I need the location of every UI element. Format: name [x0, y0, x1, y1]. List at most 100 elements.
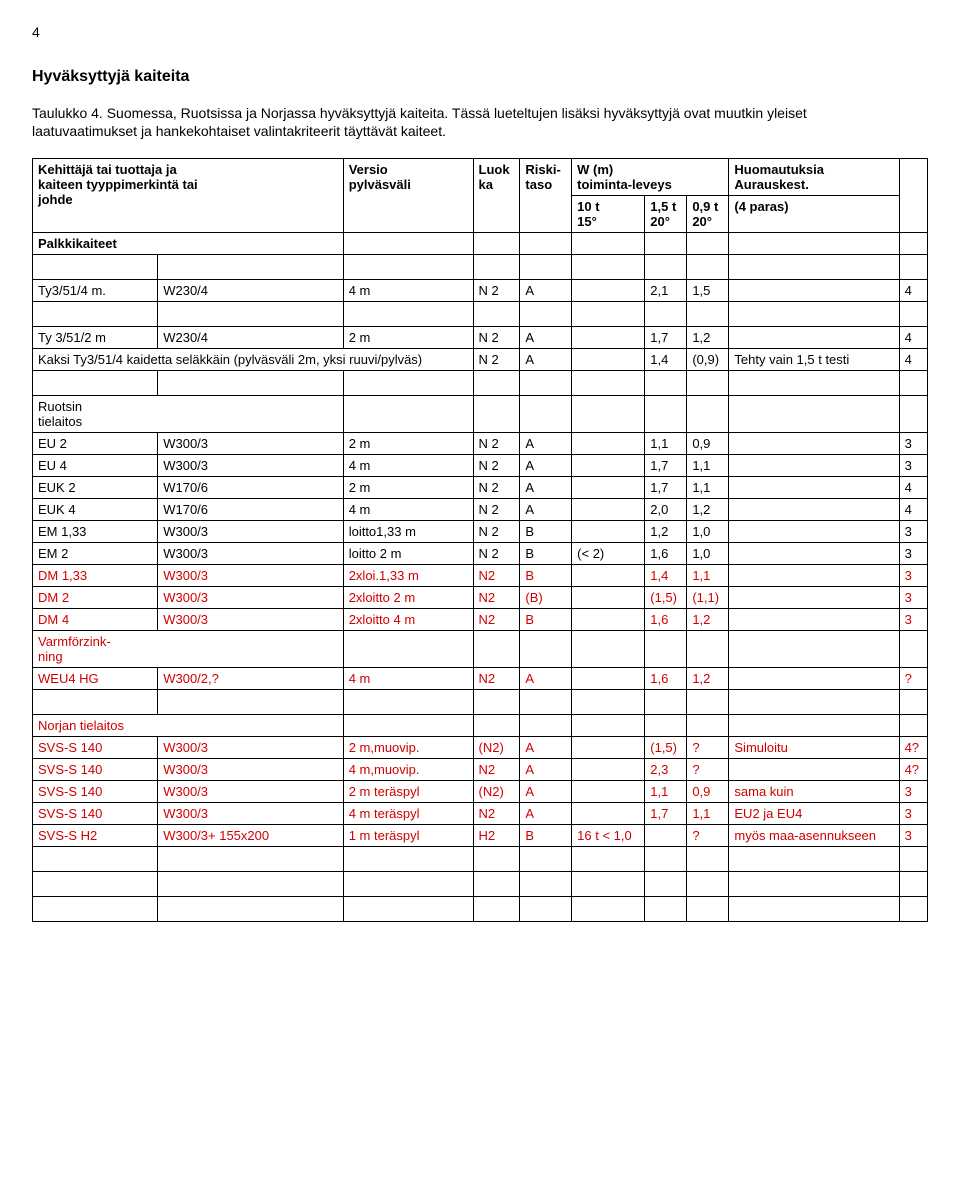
table-cell	[645, 847, 687, 872]
page-number: 4	[32, 24, 928, 40]
table-cell	[729, 668, 899, 690]
table-cell	[899, 872, 927, 897]
table-cell: N 2	[473, 280, 520, 302]
table-cell	[572, 302, 645, 327]
table-cell: (1,5)	[645, 737, 687, 759]
table-cell	[473, 872, 520, 897]
table-cell	[158, 872, 343, 897]
table-cell: EU2 ja EU4	[729, 803, 899, 825]
table-cell: W300/3	[158, 737, 343, 759]
table-row: EM 1,33W300/3loitto1,33 mN 2B1,21,03	[33, 521, 928, 543]
table-cell	[572, 587, 645, 609]
table-cell: B	[520, 609, 572, 631]
table-cell	[572, 349, 645, 371]
table-cell	[343, 396, 473, 433]
table-cell	[729, 543, 899, 565]
table-cell	[572, 255, 645, 280]
table-cell: A	[520, 499, 572, 521]
table-cell	[572, 803, 645, 825]
table-cell	[729, 609, 899, 631]
table-cell	[572, 521, 645, 543]
table-cell: 3	[899, 455, 927, 477]
table-cell: 1,1	[645, 781, 687, 803]
table-cell: (1,5)	[645, 587, 687, 609]
table-cell	[687, 371, 729, 396]
table-cell: 2,3	[645, 759, 687, 781]
table-cell: DM 4	[33, 609, 158, 631]
table-cell	[729, 521, 899, 543]
th-wm: W (m) toiminta-leveys	[572, 159, 729, 196]
table-cell	[729, 477, 899, 499]
table-cell	[899, 631, 927, 668]
table-cell: 4 m	[343, 280, 473, 302]
table-cell	[572, 327, 645, 349]
table-row: EUK 4W170/64 mN 2A2,01,24	[33, 499, 928, 521]
table-row: Kaksi Ty3/51/4 kaidetta seläkkäin (pylvä…	[33, 349, 928, 371]
table-cell	[572, 872, 645, 897]
table-cell	[473, 897, 520, 922]
table-cell	[343, 302, 473, 327]
table-cell: ?	[899, 668, 927, 690]
table-cell: 16 t < 1,0	[572, 825, 645, 847]
table-cell: 2 m	[343, 327, 473, 349]
table-cell	[729, 371, 899, 396]
table-cell	[33, 872, 158, 897]
th-notes-sub: (4 paras)	[729, 196, 899, 233]
table-cell	[473, 631, 520, 668]
table-cell	[687, 847, 729, 872]
table-cell: 2,1	[645, 280, 687, 302]
table-cell	[520, 715, 572, 737]
table-cell	[158, 371, 343, 396]
table-cell	[899, 690, 927, 715]
table-cell: W300/2,?	[158, 668, 343, 690]
table-cell	[520, 631, 572, 668]
table-cell	[899, 371, 927, 396]
table-cell: WEU4 HG	[33, 668, 158, 690]
table-cell: 2 m	[343, 433, 473, 455]
th-sub2: 1,5 t 20°	[645, 196, 687, 233]
table-row: SVS-S 140W300/32 m,muovip.(N2)A(1,5)?Sim…	[33, 737, 928, 759]
table-cell: (0,9)	[687, 349, 729, 371]
table-cell	[572, 737, 645, 759]
table-cell: 2xloi.1,33 m	[343, 565, 473, 587]
table-cell	[520, 255, 572, 280]
table-cell: W300/3	[158, 565, 343, 587]
table-cell	[572, 233, 645, 255]
table-cell: W300/3	[158, 759, 343, 781]
table-cell: SVS-S 140	[33, 803, 158, 825]
table-cell	[33, 302, 158, 327]
table-cell: Tehty vain 1,5 t testi	[729, 349, 899, 371]
table-cell	[572, 715, 645, 737]
table-cell: W300/3	[158, 521, 343, 543]
table-cell: SVS-S H2	[33, 825, 158, 847]
table-cell	[343, 690, 473, 715]
table-cell: N 2	[473, 477, 520, 499]
table-cell: DM 2	[33, 587, 158, 609]
table-cell	[687, 302, 729, 327]
table-cell: W300/3	[158, 781, 343, 803]
table-row	[33, 690, 928, 715]
table-cell: A	[520, 327, 572, 349]
table-row: Ruotsintielaitos	[33, 396, 928, 433]
table-cell	[520, 897, 572, 922]
table-cell: 3	[899, 521, 927, 543]
table-cell	[645, 396, 687, 433]
table-cell	[572, 280, 645, 302]
table-cell	[729, 847, 899, 872]
table-cell	[473, 715, 520, 737]
table-cell: 1,7	[645, 477, 687, 499]
table-cell: N 2	[473, 433, 520, 455]
table-cell: 1,2	[687, 499, 729, 521]
table-cell: myös maa-asennukseen	[729, 825, 899, 847]
table-cell	[729, 759, 899, 781]
table-cell	[33, 371, 158, 396]
table-cell: 2 m teräspyl	[343, 781, 473, 803]
table-cell	[343, 872, 473, 897]
table-cell	[473, 255, 520, 280]
table-cell: 3	[899, 565, 927, 587]
table-cell: N 2	[473, 521, 520, 543]
table-cell	[645, 690, 687, 715]
table-cell	[687, 715, 729, 737]
table-cell: 1,1	[687, 455, 729, 477]
table-cell: 4	[899, 349, 927, 371]
